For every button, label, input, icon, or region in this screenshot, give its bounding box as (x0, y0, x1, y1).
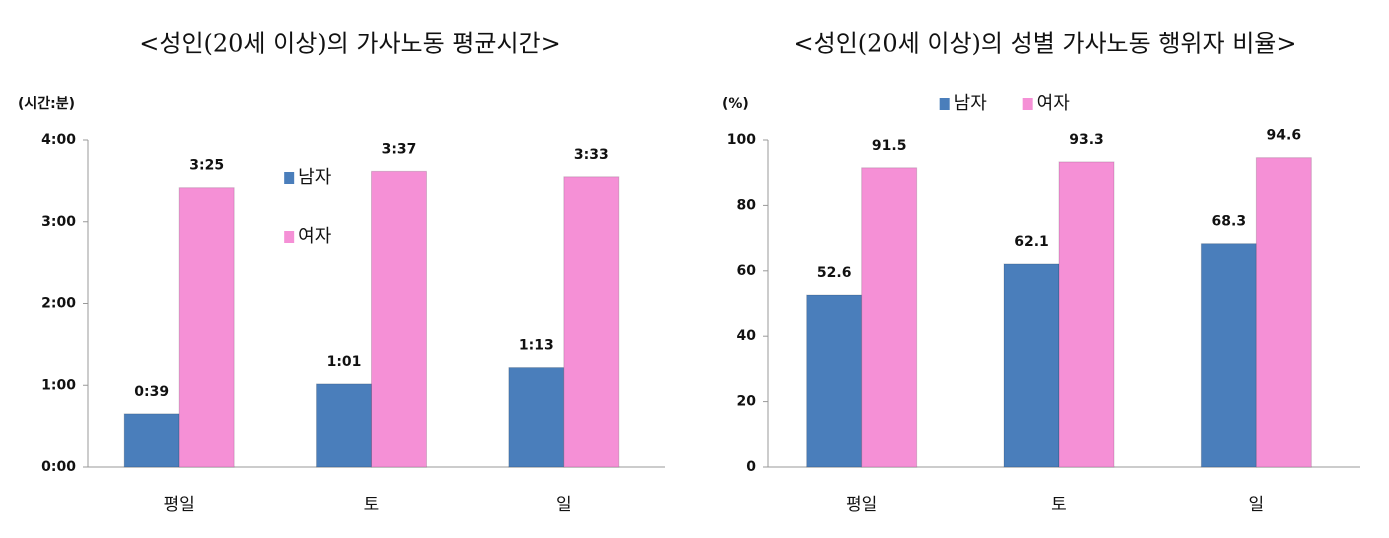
y-tick-label: 0:00 (41, 459, 76, 475)
data-label: 1:13 (519, 338, 554, 354)
legend-label: 여자 (298, 226, 332, 247)
bar (1255, 157, 1312, 468)
y-tick-label: 40 (737, 328, 757, 344)
y-tick-label: 4:00 (41, 132, 76, 148)
y-tick-label: 80 (737, 197, 757, 213)
y-tick-label: 2:00 (41, 296, 76, 312)
chart-title: <성인(20세 이상)의 가사노동 평균시간> (139, 30, 561, 58)
bar (563, 176, 620, 468)
bar (508, 367, 565, 468)
legend-label: 남자 (954, 93, 988, 114)
data-label: 3:37 (382, 141, 417, 157)
x-tick-label: 토 (364, 495, 380, 515)
x-tick-label: 평일 (846, 495, 877, 515)
bar (1058, 161, 1115, 468)
bar (123, 413, 180, 468)
legend-swatch (284, 172, 295, 184)
y-tick-label: 60 (737, 263, 757, 279)
data-label: 52.6 (817, 265, 852, 281)
data-label: 68.3 (1212, 214, 1247, 230)
bar (1200, 243, 1257, 468)
legend-label: 남자 (298, 167, 332, 188)
data-label: 93.3 (1069, 132, 1104, 148)
y-tick-label: 100 (727, 132, 756, 148)
bar (316, 383, 372, 468)
x-tick-label: 일 (1249, 495, 1265, 515)
data-label: 62.1 (1014, 234, 1049, 250)
chart-title: <성인(20세 이상)의 성별 가사노동 행위자 비율> (794, 30, 1297, 58)
data-label: 3:25 (189, 158, 224, 174)
bar (806, 294, 863, 468)
legend-swatch (1022, 98, 1033, 110)
y-tick-label: 1:00 (41, 377, 76, 393)
y-tick-label: 0 (746, 459, 756, 475)
data-label: 94.6 (1267, 128, 1302, 144)
bar (861, 167, 918, 468)
legend-swatch (939, 98, 950, 110)
y-tick-label: 3:00 (41, 214, 76, 230)
x-tick-label: 평일 (164, 495, 195, 515)
x-tick-label: 토 (1051, 495, 1067, 515)
y-axis-label: (%) (722, 96, 749, 112)
data-label: 1:01 (327, 354, 362, 370)
data-label: 91.5 (872, 138, 907, 154)
legend-swatch (284, 231, 295, 243)
x-tick-label: 일 (556, 495, 572, 515)
data-label: 3:33 (574, 147, 609, 163)
bar (178, 187, 235, 468)
bar (1003, 263, 1060, 468)
data-label: 0:39 (134, 384, 169, 400)
y-tick-label: 20 (737, 394, 757, 410)
bar (371, 170, 427, 468)
y-axis-label: (시간:분) (18, 95, 75, 112)
legend-label: 여자 (1037, 93, 1071, 114)
